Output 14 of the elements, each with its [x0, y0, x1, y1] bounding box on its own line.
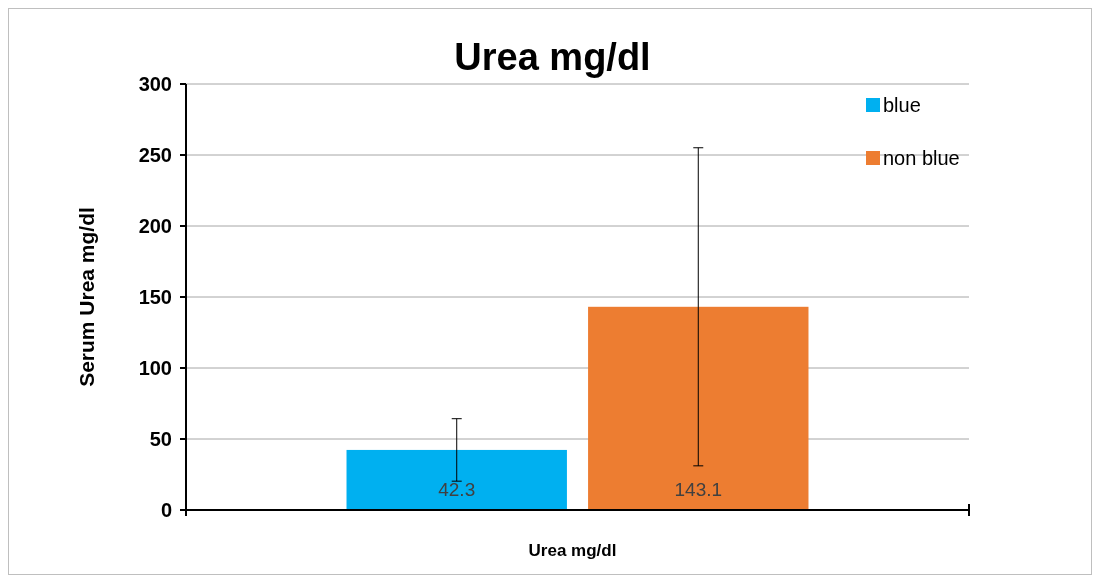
data-label: 42.3: [438, 479, 476, 500]
legend-label: blue: [883, 94, 921, 116]
chart-title: Urea mg/dl: [454, 36, 651, 78]
legend-label: non blue: [883, 147, 960, 169]
y-tick-label: 200: [138, 215, 172, 237]
x-axis-title: Urea mg/dl: [528, 541, 617, 560]
data-label: 143.1: [674, 479, 723, 500]
y-tick-label: 0: [160, 499, 172, 521]
y-tick-label: 100: [138, 357, 172, 379]
y-tick-label: 250: [138, 144, 172, 166]
y-tick-label: 50: [149, 428, 172, 450]
y-tick-label: 300: [138, 73, 172, 95]
y-axis-title: Serum Urea mg/dl: [75, 207, 98, 387]
y-tick-label: 150: [138, 286, 172, 308]
